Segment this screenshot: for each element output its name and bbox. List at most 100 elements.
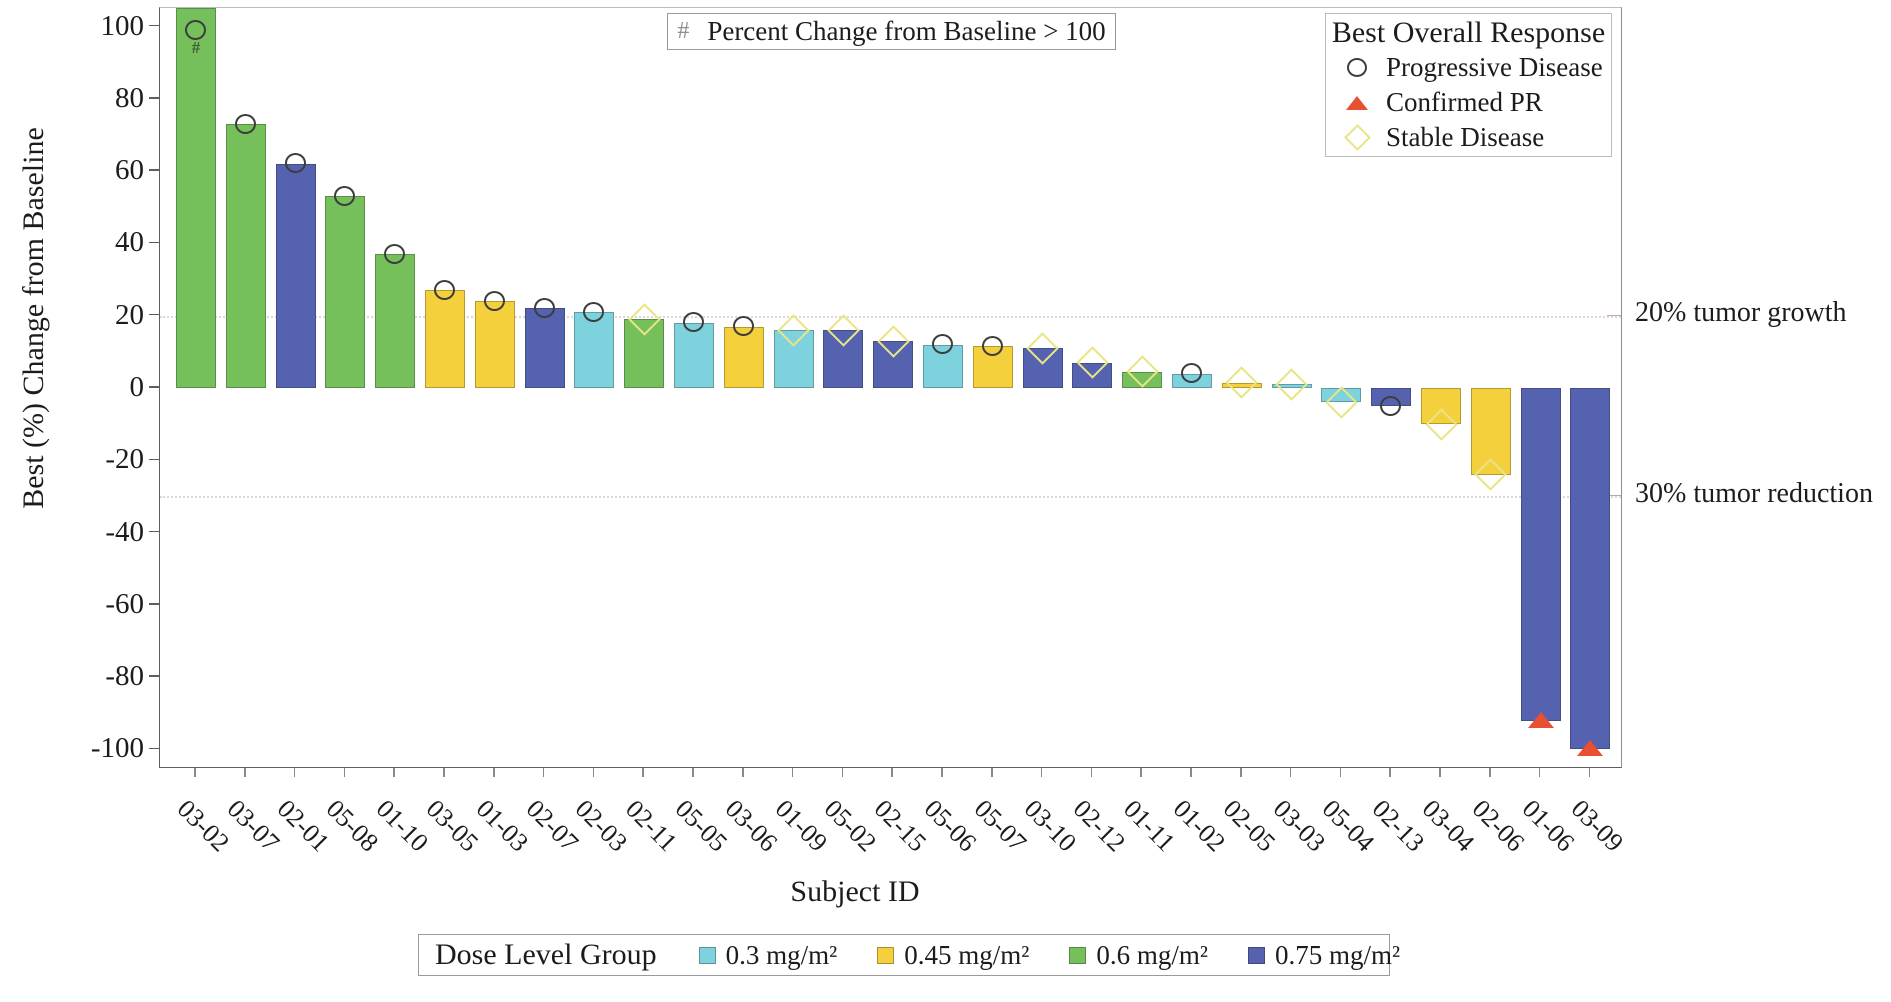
bar: [1421, 388, 1461, 425]
circle-marker: [334, 185, 356, 206]
bar: [1022, 348, 1063, 388]
circle-marker: [981, 335, 1003, 356]
circle-marker: [284, 153, 306, 174]
bar: [1321, 388, 1362, 403]
dose-legend-item: 0.45 mg/m²: [877, 940, 1029, 971]
dose-swatch: [877, 946, 895, 964]
footnote-text: Percent Change from Baseline > 100: [707, 16, 1106, 46]
x-axis-tick: [1339, 768, 1342, 777]
x-axis-title: Subject ID: [790, 875, 920, 908]
x-axis-tick: [1538, 768, 1541, 777]
bar: [176, 8, 216, 388]
circle-marker: [384, 243, 406, 264]
dose-legend: Dose Level Group 0.3 mg/m² 0.45 mg/m² 0.…: [418, 934, 1400, 976]
y-axis-tick-label: -40: [105, 515, 144, 548]
x-axis-tick: [1140, 768, 1142, 777]
x-axis-tick: [891, 768, 893, 777]
x-axis-tick: [1090, 768, 1093, 777]
x-axis-tick-label: 03-03: [1267, 793, 1331, 858]
y-axis-tick-label: -20: [105, 443, 144, 476]
x-axis-tick: [293, 768, 296, 777]
triangle-marker: [1527, 711, 1554, 728]
bar: [375, 254, 416, 388]
circle-marker: [732, 316, 754, 337]
x-axis-tick-label: 05-04: [1317, 793, 1381, 858]
dose-swatch: [698, 946, 716, 964]
reference-line: [160, 496, 1621, 499]
x-axis-tick: [1389, 768, 1391, 777]
hash-symbol: #: [677, 18, 690, 44]
reference-line: [160, 315, 1621, 318]
x-axis-tick-label: 01-02: [1167, 793, 1232, 858]
x-axis-tick-label: 03-04: [1416, 793, 1481, 858]
bar: [1122, 371, 1163, 388]
x-axis-tick-label: 05-02: [819, 793, 883, 858]
bar: [674, 322, 714, 388]
y-axis-tick: [149, 97, 159, 99]
bar: [325, 196, 366, 388]
right-edge-tick: [1607, 495, 1621, 497]
x-axis-tick: [1588, 768, 1591, 777]
clipped-hash-symbol: #: [191, 38, 201, 58]
x-axis-tick-label: 05-06: [918, 793, 983, 858]
x-axis-tick: [542, 768, 545, 777]
x-axis-tick: [443, 768, 445, 777]
x-axis-tick: [642, 768, 644, 777]
circle-marker: [185, 19, 206, 40]
dose-legend-title: Dose Level Group: [435, 938, 657, 971]
bar: [1072, 362, 1113, 388]
x-axis-tick-label: 03-09: [1566, 793, 1630, 858]
circle-marker: [533, 297, 555, 318]
x-axis-tick: [692, 768, 694, 777]
x-axis-tick-label: 02-05: [1217, 793, 1281, 858]
x-axis-tick: [941, 768, 943, 777]
x-axis-tick: [1040, 768, 1043, 777]
x-axis-tick: [742, 768, 744, 777]
x-axis-tick-label: 02-01: [271, 793, 335, 858]
right-edge-tick: [1607, 314, 1621, 316]
y-axis-title: Best (%) Change from Baseline: [17, 127, 50, 509]
x-axis-tick: [1489, 768, 1491, 777]
bar: [1470, 388, 1511, 475]
x-axis-tick: [1190, 768, 1192, 777]
legend-item-stable-disease: Stable Disease: [1326, 120, 1611, 155]
dose-label: 0.45 mg/m²: [904, 939, 1030, 970]
x-axis-tick-label: 02-06: [1466, 793, 1530, 858]
dose-legend-item: 0.6 mg/m²: [1069, 940, 1208, 971]
y-axis-tick-label: 60: [115, 154, 144, 187]
legend-item-label: Stable Disease: [1386, 122, 1545, 152]
y-axis-tick: [149, 747, 159, 750]
diamond-marker: [1225, 366, 1259, 399]
x-axis-tick: [592, 768, 595, 777]
bar: [1221, 382, 1262, 388]
bar: [873, 341, 914, 388]
y-axis-tick-label: -100: [90, 732, 144, 765]
x-axis-tick: [841, 768, 844, 777]
circle-icon: [1342, 58, 1372, 77]
x-axis-tick-label: 02-15: [868, 793, 933, 858]
circle-marker: [434, 279, 455, 300]
dose-legend-item: 0.75 mg/m²: [1247, 940, 1400, 971]
circle-marker: [683, 312, 704, 333]
y-axis-tick: [149, 241, 159, 244]
legend-item-label: Confirmed PR: [1386, 87, 1543, 117]
y-axis-tick: [149, 530, 159, 533]
response-legend: Best Overall Response Progressive Diseas…: [1325, 13, 1612, 157]
y-axis-tick-label: 100: [100, 9, 145, 42]
y-axis-tick-label: 20: [115, 298, 144, 331]
x-axis-tick: [493, 768, 495, 777]
bar: [1520, 388, 1561, 721]
bar: [474, 301, 515, 388]
x-axis-tick-label: 05-08: [321, 793, 385, 858]
x-axis-tick-label: 03-10: [1018, 793, 1082, 858]
y-axis-tick: [149, 458, 159, 461]
x-axis-tick: [991, 768, 993, 777]
bar: [624, 319, 665, 388]
circle-marker: [483, 290, 505, 311]
circle-marker: [1181, 363, 1202, 384]
y-axis-tick-label: -60: [105, 587, 144, 620]
y-axis-tick-label: 40: [115, 226, 144, 259]
x-axis-tick: [244, 768, 246, 777]
circle-marker: [583, 301, 605, 322]
